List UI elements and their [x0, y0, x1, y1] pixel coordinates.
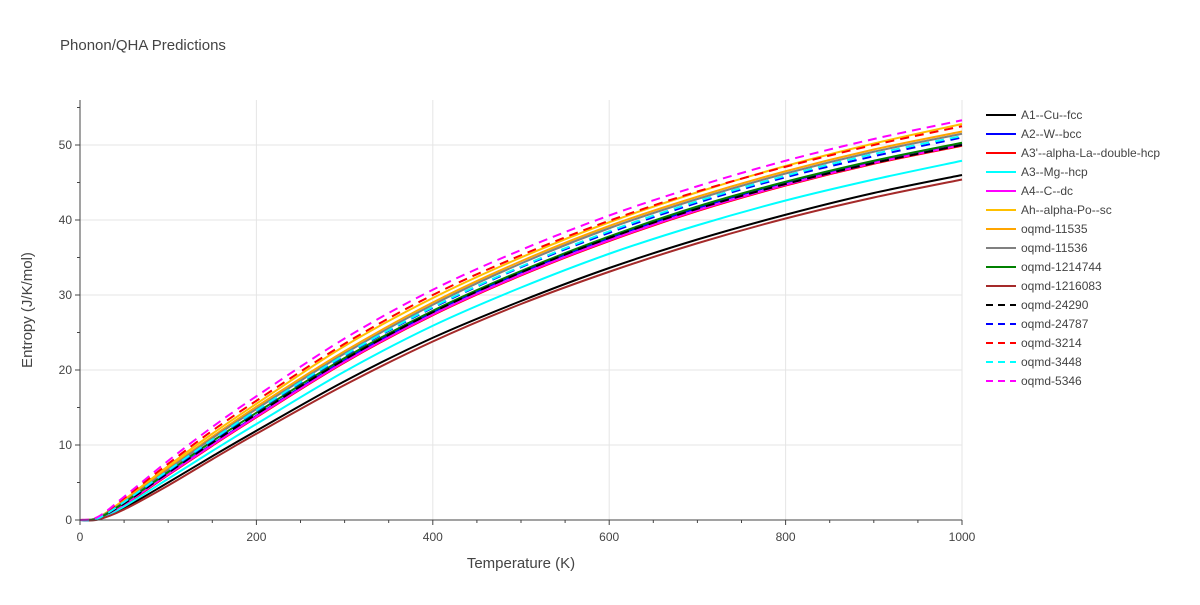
series-line-a2-w-bcc: [79, 142, 963, 522]
legend-label: oqmd-3214: [1021, 336, 1082, 350]
x-tick-label: 1000: [949, 530, 976, 544]
legend-item[interactable]: oqmd-5346: [986, 374, 1082, 388]
series-line-a3-mg-hcp: [79, 159, 963, 522]
series-line-ah-alpha-po-sc: [79, 123, 963, 522]
legend-item[interactable]: oqmd-11535: [986, 222, 1088, 236]
legend-item[interactable]: oqmd-1214744: [986, 260, 1102, 274]
legend-item[interactable]: oqmd-24787: [986, 317, 1089, 331]
legend-label: oqmd-1216083: [1021, 279, 1102, 293]
series-line-a3-alpha-la-double-hcp: [79, 144, 963, 522]
legend-item[interactable]: oqmd-3448: [986, 355, 1082, 369]
legend-item[interactable]: A3'--alpha-La--double-hcp: [986, 146, 1160, 160]
series-line-oqmd-11536: [79, 132, 963, 521]
legend-item[interactable]: oqmd-11536: [986, 241, 1088, 255]
x-tick-label: 400: [423, 530, 443, 544]
chart-title: Phonon/QHA Predictions: [60, 37, 226, 54]
y-tick-label: 30: [59, 288, 73, 302]
legend-label: Ah--alpha-Po--sc: [1021, 203, 1112, 217]
series-line-a4-c-dc: [79, 144, 963, 522]
legend-item[interactable]: oqmd-1216083: [986, 279, 1102, 293]
series-line-oqmd-1214744: [79, 141, 963, 522]
y-tick-label: 50: [59, 138, 73, 152]
legend-label: oqmd-5346: [1021, 374, 1082, 388]
legend-label: oqmd-24290: [1021, 298, 1089, 312]
axis-layer: 0 200 400 600 800 1000 0 10 20 30 40 50: [59, 100, 976, 544]
series-line-oqmd-5346: [79, 119, 963, 521]
y-tick-label: 20: [59, 363, 73, 377]
legend-item[interactable]: A2--W--bcc: [986, 127, 1081, 141]
legend-label: oqmd-3448: [1021, 355, 1082, 369]
legend-label: oqmd-1214744: [1021, 260, 1102, 274]
series-line-oqmd-24787: [79, 136, 963, 522]
series-line-a1-cu-fcc: [79, 174, 963, 522]
legend-label: oqmd-11535: [1021, 222, 1088, 236]
y-tick-label: 0: [65, 513, 72, 527]
x-tick-label: 0: [77, 530, 84, 544]
legend-label: A1--Cu--fcc: [1021, 108, 1082, 122]
series-line-oqmd-3448: [79, 135, 963, 522]
series-line-oqmd-1216083: [79, 178, 963, 522]
legend-item[interactable]: Ah--alpha-Po--sc: [986, 203, 1112, 217]
legend-label: A3'--alpha-La--double-hcp: [1021, 146, 1160, 160]
y-axis-label: Entropy (J/K/mol): [19, 252, 36, 368]
legend-label: A4--C--dc: [1021, 184, 1073, 198]
legend-item[interactable]: A1--Cu--fcc: [986, 108, 1082, 122]
series-layer: [79, 119, 963, 522]
x-tick-label: 200: [246, 530, 266, 544]
legend-label: A3--Mg--hcp: [1021, 165, 1088, 179]
legend-item[interactable]: oqmd-24290: [986, 298, 1089, 312]
series-line-oqmd-24290: [79, 144, 963, 522]
legend-item[interactable]: A3--Mg--hcp: [986, 165, 1088, 179]
series-line-oqmd-3214: [79, 125, 963, 522]
x-tick-label: 800: [776, 530, 796, 544]
grid-layer: [80, 100, 963, 520]
y-tick-label: 10: [59, 438, 73, 452]
legend-item[interactable]: A4--C--dc: [986, 184, 1073, 198]
legend-item[interactable]: oqmd-3214: [986, 336, 1082, 350]
x-tick-label: 600: [599, 530, 619, 544]
legend-label: oqmd-11536: [1021, 241, 1088, 255]
y-tick-label: 40: [59, 213, 73, 227]
legend-label: oqmd-24787: [1021, 317, 1089, 331]
legend-label: A2--W--bcc: [1021, 127, 1081, 141]
x-axis-label: Temperature (K): [467, 555, 575, 572]
legend: A1--Cu--fcc A2--W--bcc A3'--alpha-La--doub…: [986, 108, 1160, 388]
